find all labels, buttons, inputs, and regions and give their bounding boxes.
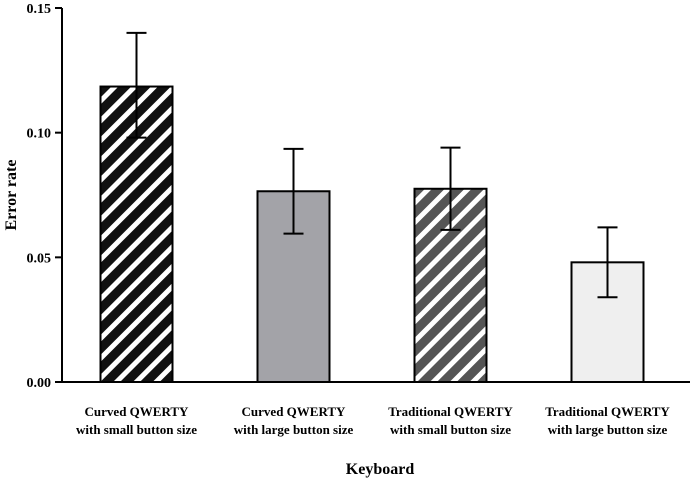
category-label: with large button size xyxy=(548,422,668,437)
category-label: with small button size xyxy=(76,422,197,437)
bars xyxy=(99,85,645,384)
x-axis-title: Keyboard xyxy=(346,461,415,478)
y-tick-label: 0.10 xyxy=(27,127,52,142)
category-label: Traditional QWERTY xyxy=(388,404,513,419)
category-label: Traditional QWERTY xyxy=(545,404,670,419)
category-label: with small button size xyxy=(390,422,511,437)
category-label: with large button size xyxy=(234,422,354,437)
y-axis-title: Error rate xyxy=(3,160,20,231)
y-tick-label: 0.05 xyxy=(27,251,52,266)
category-label: Curved QWERTY xyxy=(85,404,190,419)
category-label: Curved QWERTY xyxy=(242,404,347,419)
category-labels: Curved QWERTY with small button size Curve… xyxy=(76,404,670,437)
error-bars xyxy=(126,31,618,299)
y-axis: 0.00 0.05 0.10 0.15 xyxy=(27,2,63,391)
y-tick-label: 0.15 xyxy=(27,2,52,17)
y-tick-label: 0.00 xyxy=(27,376,52,391)
